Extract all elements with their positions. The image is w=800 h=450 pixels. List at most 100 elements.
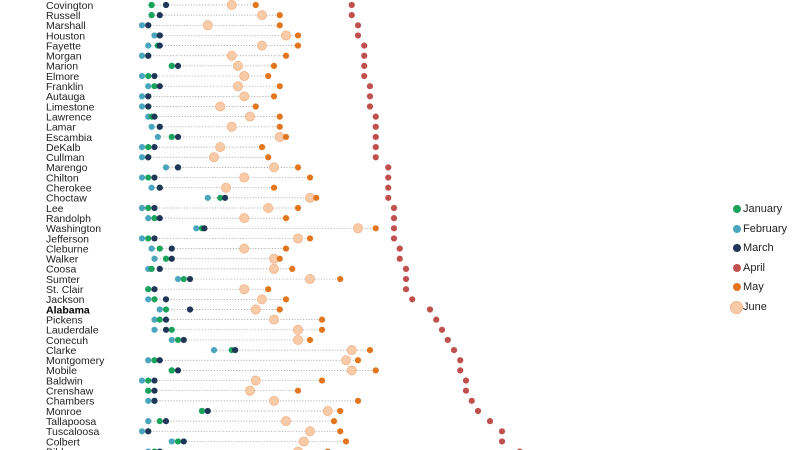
point-april-lawrence	[372, 113, 379, 120]
point-may-sumter	[337, 275, 344, 283]
category-label-autauga: Autauga	[46, 91, 85, 103]
point-february-baldwin	[138, 377, 146, 384]
point-january-st-clair	[145, 286, 152, 293]
point-february-limestone	[138, 103, 146, 110]
point-march-tuscaloosa	[145, 428, 152, 435]
point-april-covington	[348, 1, 355, 9]
point-april-limestone	[366, 103, 374, 110]
category-label-randolph: Randolph	[46, 213, 91, 225]
point-june-randolph	[239, 213, 250, 224]
point-june-tallapoosa	[280, 416, 291, 427]
point-march-sumter	[186, 275, 194, 283]
category-label-jefferson: Jefferson	[46, 233, 89, 245]
point-january-escambia	[168, 133, 175, 141]
point-january-monroe	[198, 407, 206, 415]
point-march-walker	[168, 255, 175, 262]
point-february-alabama	[156, 306, 163, 313]
point-january-sumter	[180, 275, 187, 283]
point-april-colbert	[498, 438, 506, 445]
category-label-crenshaw: Crenshaw	[46, 386, 94, 398]
point-february-dekalb	[138, 144, 146, 151]
point-june-st-clair	[239, 284, 250, 295]
category-label-chilton: Chilton	[46, 172, 79, 184]
point-march-clarke	[232, 347, 239, 354]
point-february-lamar	[148, 123, 155, 130]
point-may-jackson	[282, 296, 290, 303]
point-may-jefferson	[306, 235, 314, 242]
point-april-randolph	[390, 215, 398, 222]
point-february-marengo	[162, 164, 170, 171]
point-may-cullman	[265, 154, 272, 161]
point-may-morgan	[282, 52, 290, 59]
point-may-colbert	[342, 438, 350, 445]
category-label-tallapoosa: Tallapoosa	[46, 416, 96, 428]
point-march-chilton	[151, 174, 158, 181]
legend-label-may: May	[743, 281, 764, 293]
point-april-sumter	[402, 275, 410, 283]
legend-marker-march	[733, 244, 741, 252]
category-label-limestone: Limestone	[46, 101, 95, 113]
point-april-franklin	[366, 83, 374, 90]
category-label-fayette: Fayette	[46, 40, 81, 52]
point-march-russell	[156, 12, 163, 19]
point-may-lauderdale	[318, 326, 326, 333]
point-february-conecuh	[168, 336, 175, 344]
point-january-randolph	[151, 215, 158, 222]
point-may-autauga	[270, 93, 278, 100]
category-label-alabama: Alabama	[46, 304, 90, 316]
point-april-choctaw	[385, 194, 392, 201]
legend-label-january: January	[743, 203, 783, 215]
point-may-conecuh	[306, 336, 314, 344]
category-label-washington: Washington	[46, 223, 101, 235]
point-january-baldwin	[145, 377, 152, 384]
point-may-tuscaloosa	[337, 428, 344, 435]
point-may-marengo	[294, 164, 302, 171]
point-june-sumter	[304, 274, 315, 285]
point-march-coosa	[156, 265, 163, 272]
point-may-crenshaw	[294, 387, 302, 394]
point-june-marshall	[202, 20, 213, 31]
point-february-pickens	[151, 316, 158, 323]
point-march-escambia	[174, 133, 182, 141]
point-april-lamar	[372, 123, 379, 130]
point-april-alabama	[426, 306, 434, 313]
point-may-coosa	[289, 265, 296, 272]
point-january-chilton	[145, 174, 152, 181]
legend-marker-may	[733, 283, 741, 291]
point-may-baldwin	[318, 377, 326, 384]
category-label-dekalb: DeKalb	[46, 142, 81, 154]
category-label-houston: Houston	[46, 30, 85, 42]
point-april-jefferson	[390, 235, 398, 242]
point-june-chambers	[268, 395, 279, 406]
point-may-randolph	[282, 215, 290, 222]
point-february-jackson	[145, 296, 152, 303]
point-june-colbert	[298, 436, 309, 447]
point-january-elmore	[145, 72, 152, 80]
point-april-elmore	[361, 72, 368, 80]
category-label-walker: Walker	[46, 254, 79, 266]
point-june-crenshaw	[244, 385, 255, 396]
point-june-bibb	[293, 446, 303, 450]
point-june-cherokee	[220, 182, 231, 193]
point-january-dekalb	[145, 144, 152, 151]
category-label-franklin: Franklin	[46, 81, 84, 93]
point-may-tallapoosa	[330, 418, 338, 425]
point-may-alabama	[276, 306, 283, 313]
category-label-marshall: Marshall	[46, 20, 86, 32]
point-february-cleburne	[148, 245, 155, 252]
point-june-marengo	[268, 162, 279, 173]
point-april-washington	[390, 225, 398, 232]
point-march-crenshaw	[151, 387, 158, 394]
point-february-escambia	[154, 133, 161, 141]
category-label-morgan: Morgan	[46, 51, 82, 63]
point-february-chambers	[145, 397, 152, 404]
point-may-escambia	[282, 133, 290, 141]
point-february-marshall	[138, 22, 146, 29]
point-march-lee	[151, 204, 158, 212]
point-june-mobile	[346, 365, 357, 376]
point-january-covington	[148, 1, 155, 9]
point-may-st-clair	[265, 286, 272, 293]
point-april-coosa	[402, 265, 410, 272]
point-january-pickens	[156, 316, 163, 323]
